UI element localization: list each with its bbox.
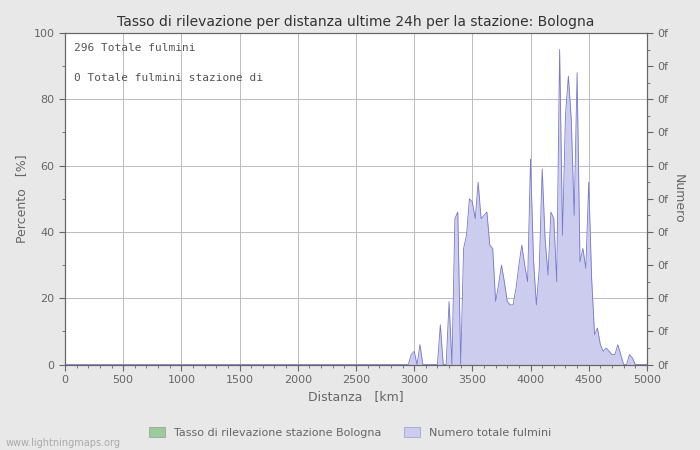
Text: 296 Totale fulmini: 296 Totale fulmini [74,43,195,53]
Legend: Tasso di rilevazione stazione Bologna, Numero totale fulmini: Tasso di rilevazione stazione Bologna, N… [144,423,556,442]
X-axis label: Distanza   [km]: Distanza [km] [308,391,404,404]
Y-axis label: Percento   [%]: Percento [%] [15,154,28,243]
Text: www.lightningmaps.org: www.lightningmaps.org [6,438,120,448]
Text: 0 Totale fulmini stazione di: 0 Totale fulmini stazione di [74,73,262,83]
Title: Tasso di rilevazione per distanza ultime 24h per la stazione: Bologna: Tasso di rilevazione per distanza ultime… [118,15,594,29]
Y-axis label: Numero: Numero [672,174,685,224]
